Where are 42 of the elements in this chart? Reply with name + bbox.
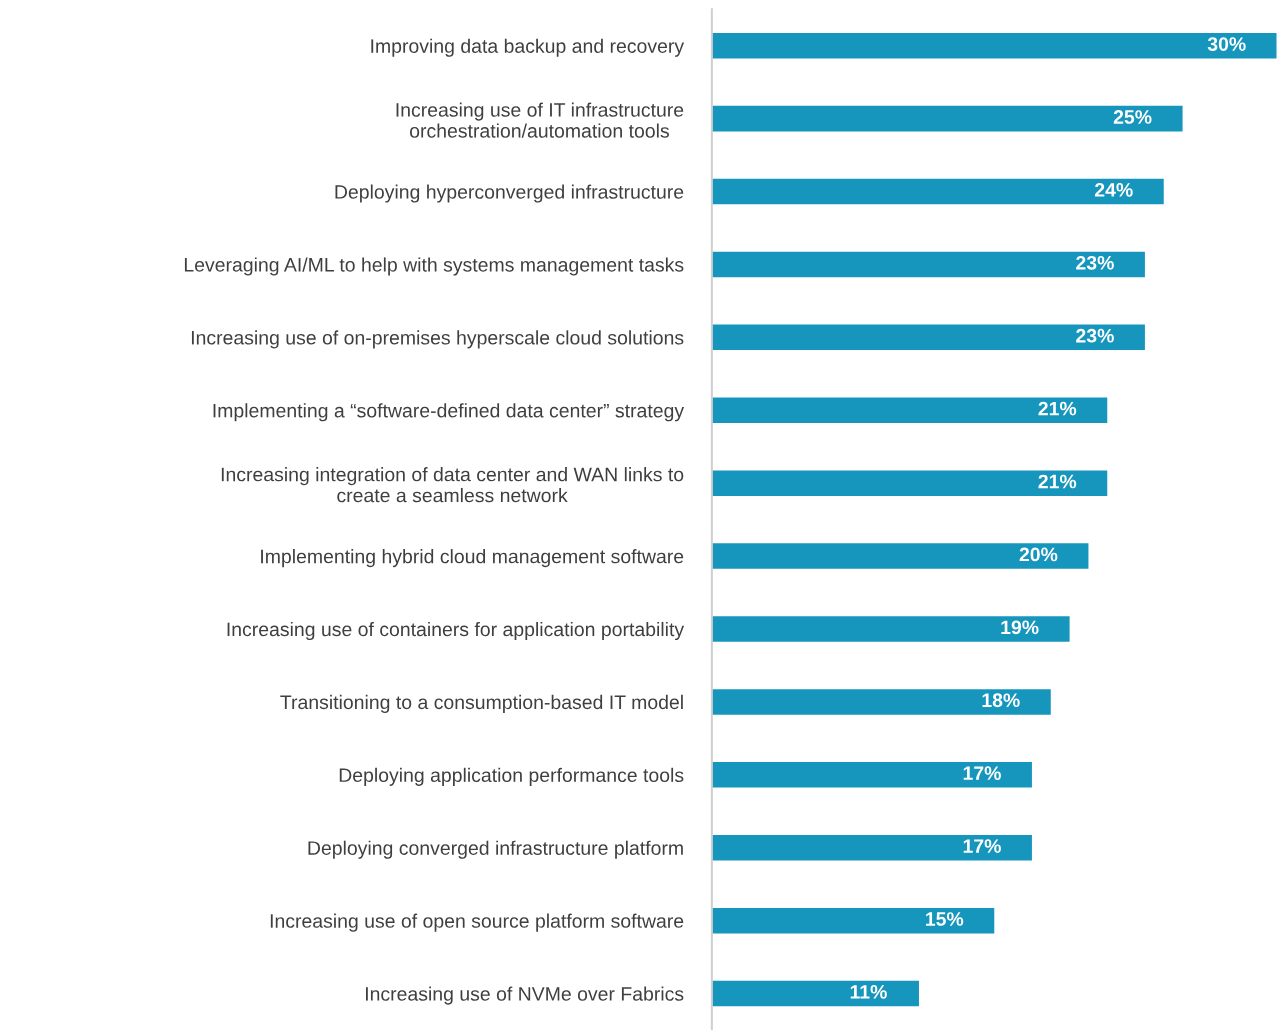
bar xyxy=(711,178,1164,205)
data-label: 20% xyxy=(1019,547,1058,562)
bar xyxy=(711,907,995,934)
y-tick-label: Increasing integration of data center and WAN links to create a seamless network xyxy=(221,467,684,503)
bar xyxy=(711,470,1108,496)
y-tick-label: Deploying converged infrastructure platform xyxy=(308,840,683,859)
bar xyxy=(711,543,1089,569)
y-tick-label: Improving data backup and recovery xyxy=(371,38,685,57)
data-label: 21% xyxy=(1038,401,1077,416)
data-label: 17% xyxy=(963,839,1001,853)
y-tick-label: Increasing use of IT infrastructure orchestration/automation tools xyxy=(396,102,684,138)
y-tick-label: Implementing a “software-defined data center” strategy xyxy=(213,403,685,422)
bar xyxy=(711,324,1145,351)
y-tick-label: Increasing use of containers for application portability xyxy=(227,621,685,641)
bar xyxy=(711,105,1183,132)
data-label: 11% xyxy=(850,985,887,999)
bar xyxy=(711,32,1277,59)
data-label: 19% xyxy=(1001,620,1039,635)
y-tick-label: Transitioning to a consumption-based IT model xyxy=(280,694,683,713)
bar xyxy=(711,834,1032,861)
y-tick-label: Increasing use of on-premises hyperscale cloud solutions xyxy=(191,330,684,349)
y-tick-label: Increasing use of NVMe over Fabrics xyxy=(366,986,684,1005)
data-label: 23% xyxy=(1076,255,1114,270)
data-label: 30% xyxy=(1207,37,1246,51)
bar xyxy=(711,616,1070,642)
data-label: 24% xyxy=(1094,182,1133,197)
bar xyxy=(711,762,1032,788)
data-label: 23% xyxy=(1076,328,1114,343)
data-label: 21% xyxy=(1038,474,1077,489)
data-label: 17% xyxy=(963,766,1001,780)
y-tick-label: Deploying application performance tools xyxy=(339,767,684,786)
data-label: 25% xyxy=(1113,110,1152,124)
data-label: 18% xyxy=(982,693,1020,708)
y-tick-label: Implementing hybrid cloud management software xyxy=(261,549,684,568)
y-tick-label: Deploying hyperconverged infrastructure xyxy=(335,184,684,203)
y-tick-label: Leveraging AI/ML to help with systems management tasks xyxy=(184,257,684,276)
bar xyxy=(711,689,1051,715)
data-label: 15% xyxy=(926,912,964,926)
bar xyxy=(711,251,1145,278)
bar xyxy=(711,980,919,1007)
y-tick-label: Increasing use of open source platform software xyxy=(270,913,684,932)
bar xyxy=(711,397,1108,424)
